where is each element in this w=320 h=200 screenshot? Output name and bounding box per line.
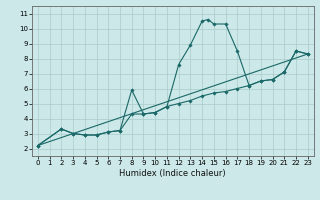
X-axis label: Humidex (Indice chaleur): Humidex (Indice chaleur) [119,169,226,178]
